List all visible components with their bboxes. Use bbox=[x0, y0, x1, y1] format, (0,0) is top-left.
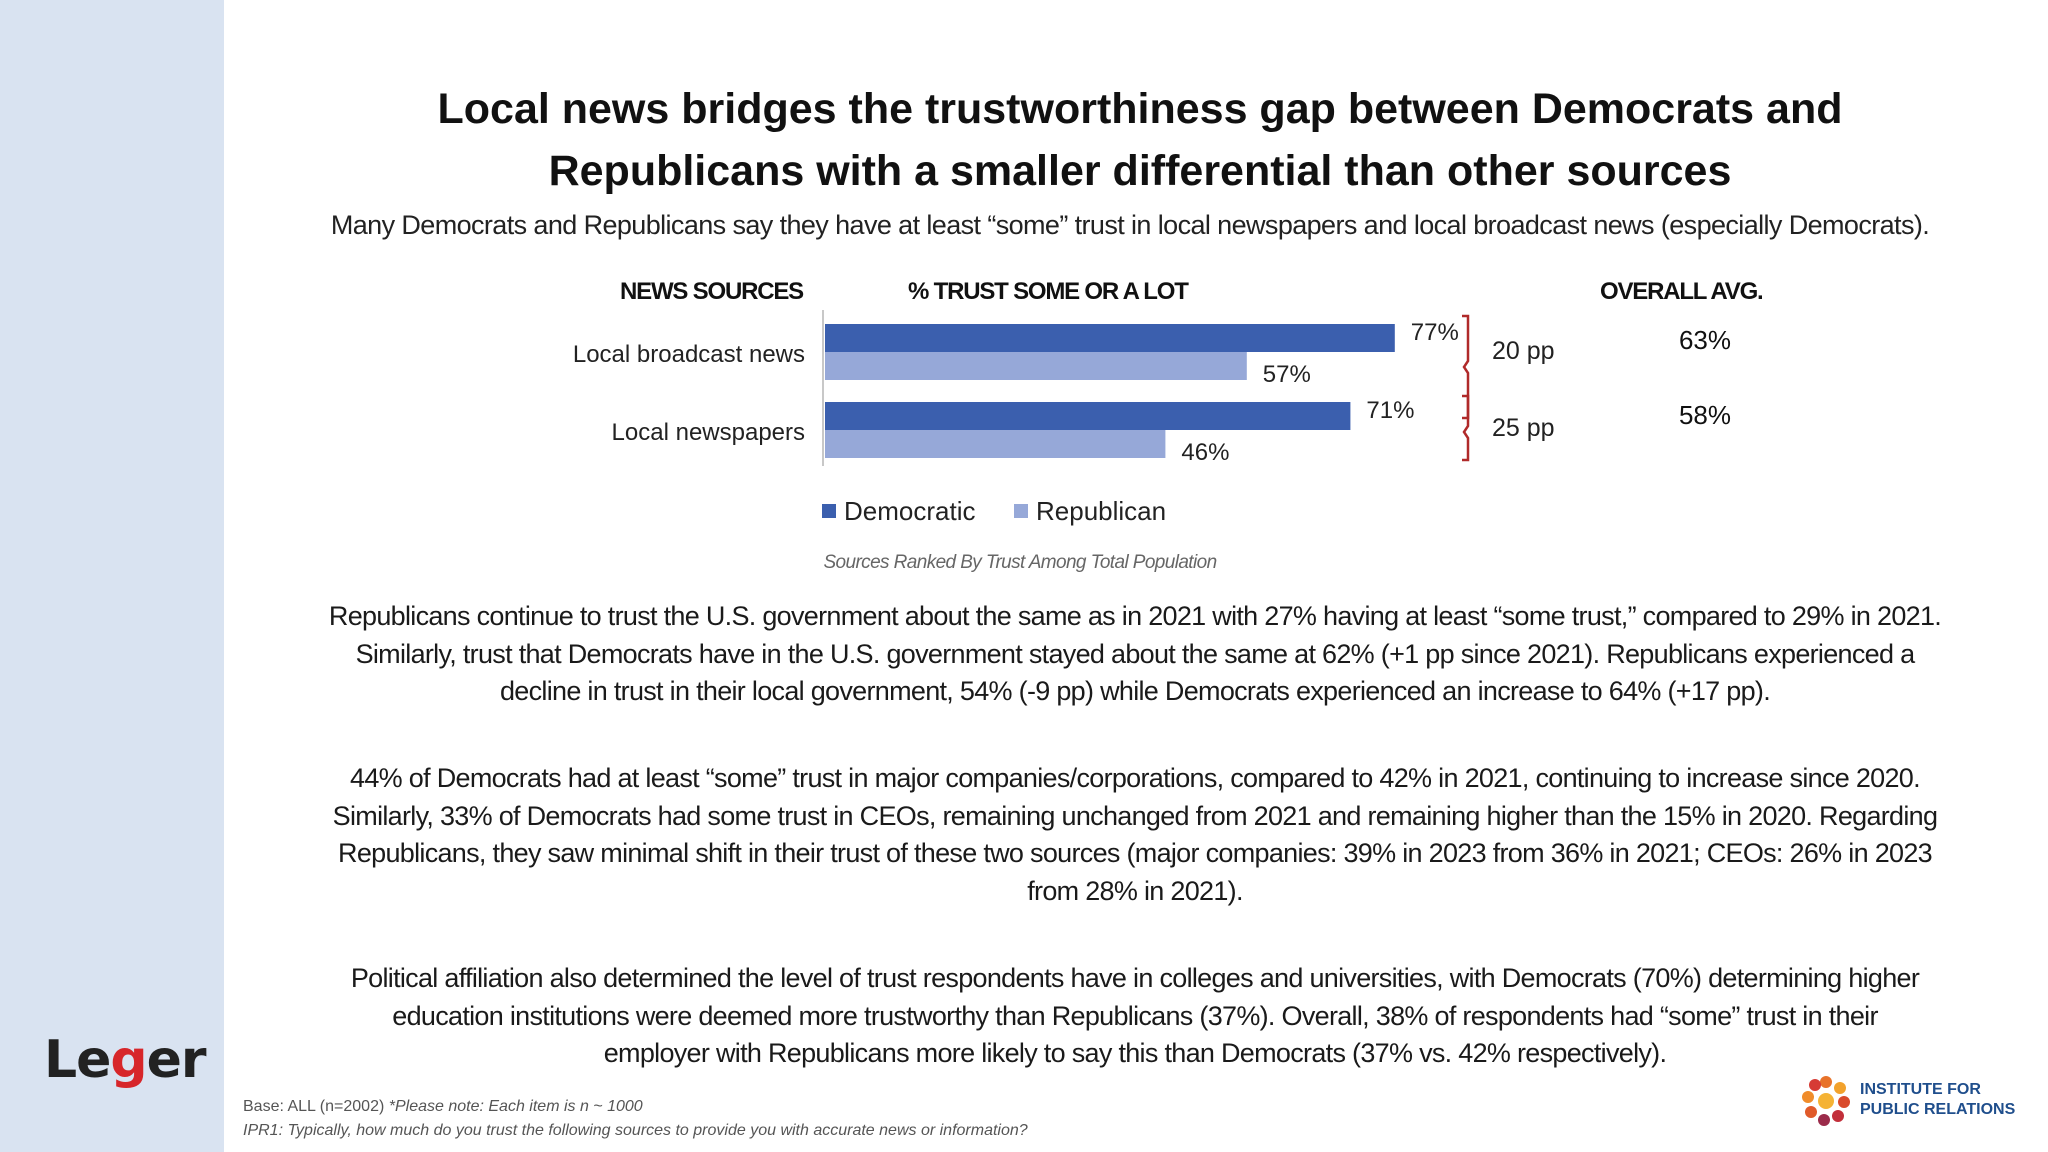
paragraph-2: 44% of Democrats had at least “some” tru… bbox=[250, 760, 2020, 910]
bracket-newspapers bbox=[1462, 394, 1470, 462]
overall-avg-header: OVERALL AVG. bbox=[1600, 278, 1764, 305]
leger-logo: Leger bbox=[44, 1030, 207, 1090]
paragraph-2-line-1: 44% of Democrats had at least “some” tru… bbox=[350, 763, 1921, 793]
title-line-1: Local news bridges the trustworthiness g… bbox=[437, 85, 1843, 133]
footer-base: Base: ALL (n=2002) *Please note: Each it… bbox=[243, 1098, 643, 1115]
paragraph-2-line-2: Similarly, 33% of Democrats had some tru… bbox=[332, 800, 1938, 831]
overall-avg-newspapers: 58% bbox=[1678, 400, 1732, 430]
paragraph-3-line-3: employer with Republicans more likely to… bbox=[603, 1038, 1667, 1068]
trust-header: % TRUST SOME OR A LOT bbox=[908, 278, 1189, 305]
page-subtitle: Many Democrats and Republicans say they … bbox=[330, 210, 1930, 240]
news-sources-header: NEWS SOURCES bbox=[620, 278, 804, 305]
paragraph-1: Republicans continue to trust the U.S. g… bbox=[250, 598, 2020, 711]
legend-label: Democratic bbox=[844, 496, 975, 526]
paragraph-1-line-3: decline in trust in their local governme… bbox=[499, 676, 1771, 706]
data-label: 71% bbox=[1366, 397, 1414, 424]
chart-note: Sources Ranked By Trust Among Total Popu… bbox=[823, 552, 1216, 573]
paragraph-1-line-1: Republicans continue to trust the U.S. g… bbox=[328, 601, 1942, 631]
gap-newspapers: 25 pp bbox=[1492, 414, 1555, 442]
bar-republican bbox=[825, 430, 1166, 458]
title-line-2: Republicans with a smaller differential … bbox=[548, 147, 1732, 195]
sidebar-band bbox=[0, 0, 224, 1152]
paragraph-3-line-1: Political affiliation also determined th… bbox=[350, 963, 1920, 993]
legend-label: Republican bbox=[1036, 496, 1166, 526]
ipr-flower-icon bbox=[1802, 1076, 1850, 1126]
data-label: 77% bbox=[1411, 319, 1459, 346]
bar-democratic bbox=[825, 402, 1351, 430]
legend-swatch bbox=[1014, 504, 1028, 518]
overall-avg-broadcast: 63% bbox=[1678, 325, 1732, 355]
bar-democratic bbox=[825, 324, 1395, 352]
legend-swatch bbox=[822, 504, 836, 518]
bar-republican bbox=[825, 352, 1247, 380]
footer-question: IPR1: Typically, how much do you trust t… bbox=[243, 1122, 1028, 1139]
ipr-text: INSTITUTE FOR PUBLIC RELATIONS bbox=[1860, 1081, 2016, 1118]
paragraph-3: Political affiliation also determined th… bbox=[250, 960, 2020, 1073]
paragraph-3-line-2: education institutions were deemed more … bbox=[392, 1000, 1878, 1031]
gap-broadcast: 20 pp bbox=[1492, 337, 1555, 365]
paragraph-2-line-4: from 28% in 2021). bbox=[1027, 875, 1243, 906]
category-label: Local newspapers bbox=[612, 419, 805, 446]
ipr-logo: INSTITUTE FOR PUBLIC RELATIONS bbox=[1800, 1070, 2020, 1130]
page-title: Local news bridges the trustworthiness g… bbox=[300, 78, 1980, 202]
trust-bar-chart: Local broadcast news 77% 57% Local newspape… bbox=[573, 310, 1470, 573]
category-label: Local broadcast news bbox=[573, 341, 805, 368]
data-label: 57% bbox=[1263, 361, 1311, 388]
paragraph-1-line-2: Similarly, trust that Democrats have in … bbox=[355, 638, 1916, 669]
paragraph-2-line-3: Republicans, they saw minimal shift in t… bbox=[338, 838, 1933, 868]
data-label: 46% bbox=[1181, 439, 1229, 466]
